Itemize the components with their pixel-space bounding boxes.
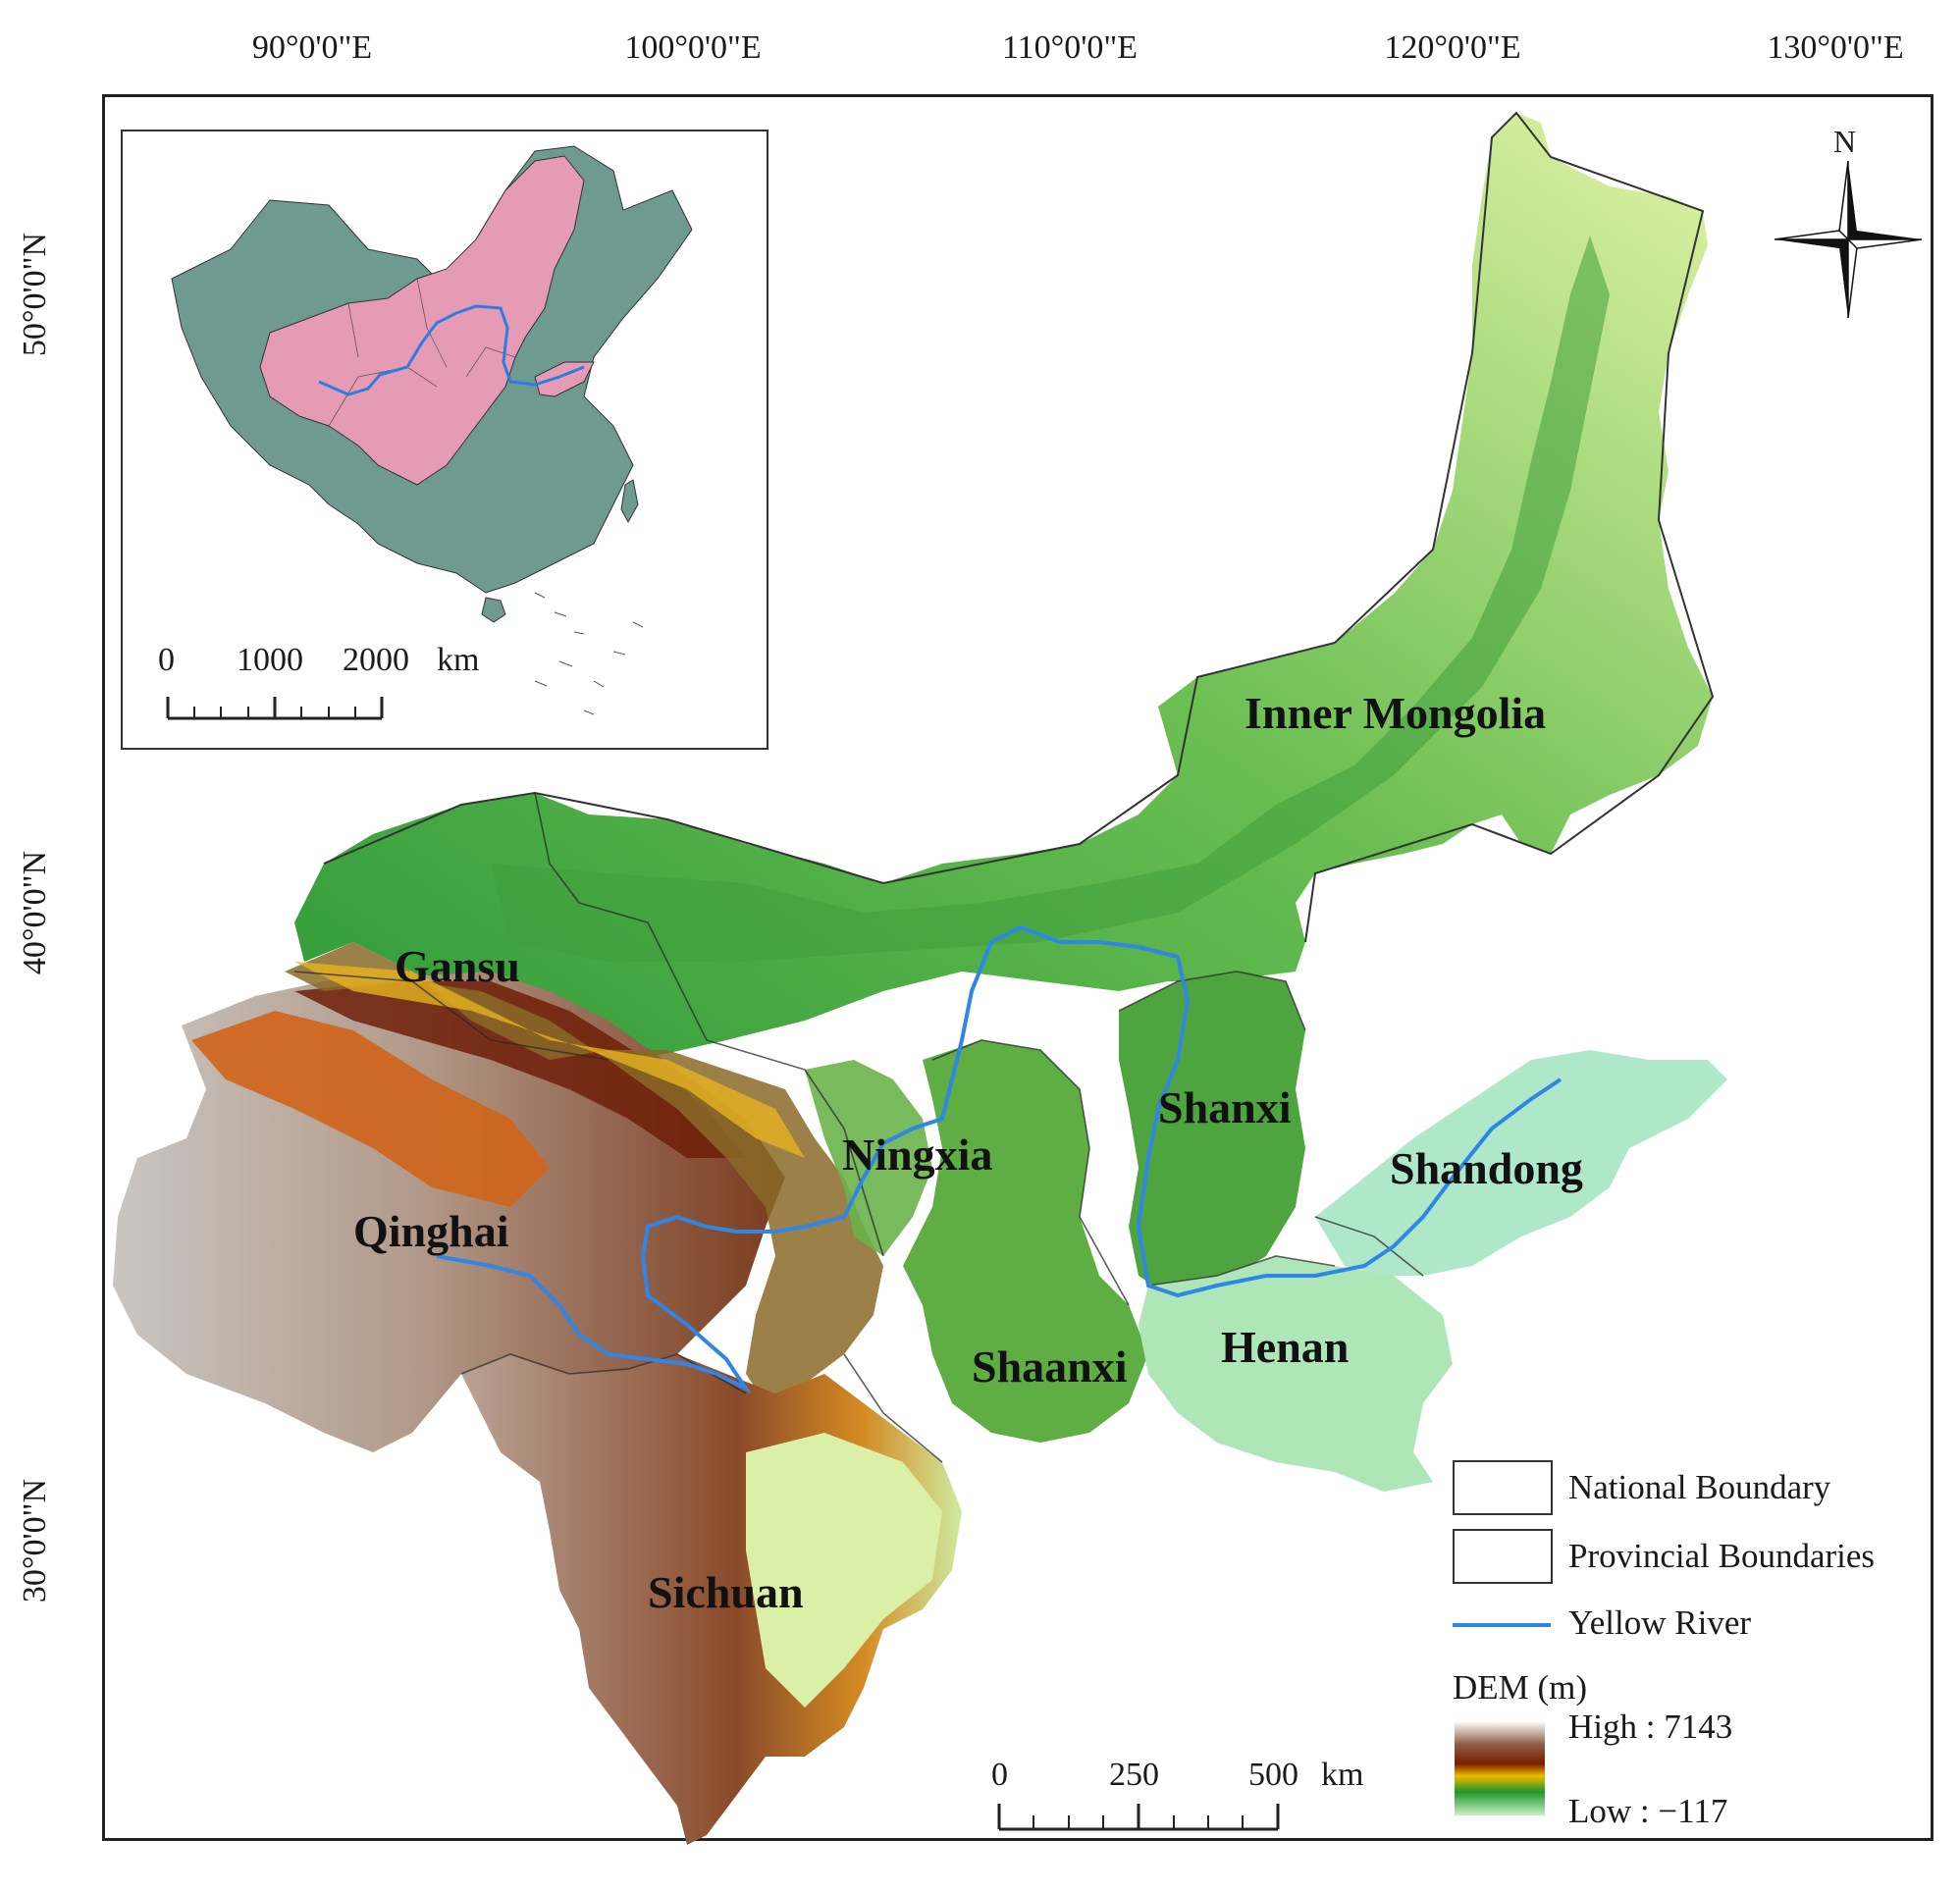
province-label-inner-mongolia: Inner Mongolia	[1245, 688, 1547, 738]
province-label-ningxia: Ningxia	[842, 1130, 993, 1180]
inset-map: 0 1000 2000 km	[121, 130, 768, 750]
inset-scale-label: 1000	[237, 642, 303, 678]
longitude-label: 110°0'0"E	[1001, 29, 1139, 66]
inset-yellow-river	[318, 304, 585, 396]
province-label-shandong: Shandong	[1390, 1143, 1583, 1193]
legend-yellow-river-label: Yellow River	[1568, 1603, 1752, 1642]
main-scale-bar	[997, 1804, 1280, 1831]
province-label-henan: Henan	[1221, 1322, 1350, 1372]
main-scale-label: 500	[1248, 1757, 1298, 1793]
region-inner-mongolia	[294, 113, 1713, 1060]
region-shanxi	[1119, 972, 1305, 1295]
province-label-shaanxi: Shaanxi	[972, 1341, 1128, 1392]
legend: National Boundary Provincial Boundaries …	[1453, 1460, 1924, 1833]
longitude-label: 120°0'0"E	[1384, 29, 1521, 66]
region-henan	[1139, 1256, 1453, 1492]
legend-dem-color-ramp	[1455, 1721, 1545, 1815]
inset-scale-bar	[166, 697, 384, 720]
region-shaanxi	[903, 1040, 1148, 1443]
inset-study-area	[259, 155, 585, 486]
province-label-qinghai: Qinghai	[353, 1206, 509, 1256]
legend-national-boundary-swatch	[1453, 1460, 1553, 1515]
region-gansu	[285, 942, 883, 1403]
yellow-river-line	[436, 924, 1563, 1394]
longitude-label: 90°0'0"E	[251, 29, 373, 66]
inset-scale-label: km	[437, 642, 480, 678]
inset-scale-label: 0	[158, 642, 175, 678]
province-label-shanxi: Shanxi	[1158, 1082, 1292, 1132]
region-ningxia	[805, 1060, 932, 1256]
north-arrow: N	[1775, 122, 1922, 318]
map-frame	[102, 94, 1934, 1841]
legend-dem-low: Low : −117	[1568, 1792, 1728, 1830]
main-scale-label: 0	[991, 1757, 1008, 1793]
province-label-sichuan: Sichuan	[648, 1567, 804, 1617]
compass-rose-icon	[1775, 161, 1922, 318]
province-label-gansu: Gansu	[395, 941, 520, 991]
legend-dem-high: High : 7143	[1568, 1708, 1733, 1746]
longitude-label: 130°0'0"E	[1767, 29, 1904, 66]
legend-yellow-river-swatch	[1453, 1623, 1551, 1627]
legend-dem-title: DEM (m)	[1453, 1668, 1588, 1707]
legend-national-boundary-label: National Boundary	[1568, 1468, 1831, 1506]
legend-provincial-boundaries-label: Provincial Boundaries	[1568, 1537, 1876, 1575]
longitude-label: 100°0'0"E	[624, 29, 762, 66]
main-scale-label: 250	[1109, 1757, 1159, 1793]
inset-china-map	[171, 145, 693, 715]
main-scale-label: km	[1321, 1757, 1364, 1793]
north-arrow-label: N	[1833, 124, 1857, 159]
inset-scale-label: 2000	[343, 642, 409, 678]
legend-provincial-boundaries-swatch	[1453, 1529, 1553, 1584]
